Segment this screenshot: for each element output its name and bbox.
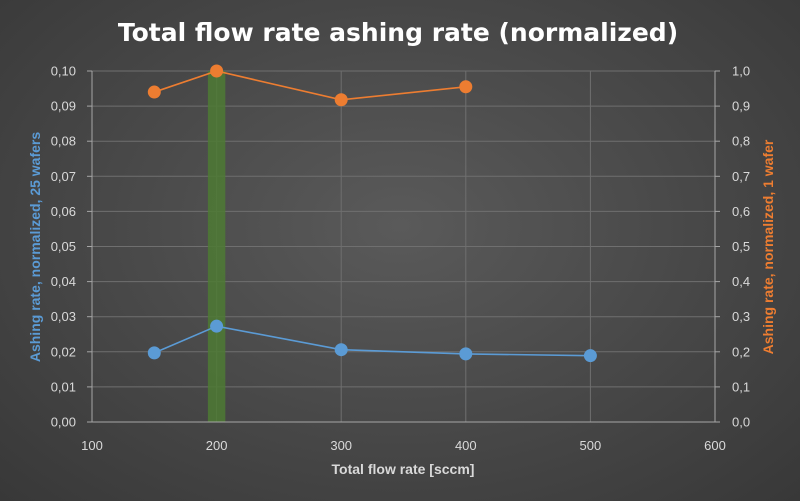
y-right-tick-label: 0,4: [732, 274, 750, 289]
y-left-tick-label: 0,06: [51, 204, 76, 219]
x-tick-label: 100: [81, 438, 103, 453]
y-right-tick-label: 0,0: [732, 415, 750, 430]
data-point-right: [210, 64, 224, 78]
x-tick-label: 200: [206, 438, 228, 453]
data-point-left: [210, 319, 224, 333]
y-right-tick-label: 0,7: [732, 169, 750, 184]
series-layer: [147, 64, 597, 363]
y-axis-left-label: Ashing rate, normalized, 25 wafers: [27, 132, 43, 363]
y-right-tick-label: 0,8: [732, 134, 750, 149]
y-left-tick-label: 0,10: [51, 64, 76, 79]
data-point-right: [147, 85, 161, 99]
y-left-tick-label: 0,04: [51, 274, 76, 289]
data-point-left: [459, 347, 473, 361]
y-right-tick-label: 0,2: [732, 344, 750, 359]
data-point-right: [459, 80, 473, 94]
y-right-tick-label: 0,5: [732, 239, 750, 254]
x-axis-label: Total flow rate [sccm]: [332, 461, 475, 477]
y-left-tick-label: 0,01: [51, 379, 76, 394]
y-right-tick-label: 0,6: [732, 204, 750, 219]
y-left-tick-label: 0,00: [51, 415, 76, 430]
highlight-band: [207, 71, 226, 422]
y-right-tick-label: 0,9: [732, 99, 750, 114]
y-left-tick-label: 0,02: [51, 344, 76, 359]
grid: [92, 70, 716, 422]
chart-title: Total flow rate ashing rate (normalized): [118, 18, 678, 47]
x-tick-label: 500: [580, 438, 602, 453]
y-left-tick-label: 0,05: [51, 239, 76, 254]
data-point-left: [583, 349, 597, 363]
y-left-tick-label: 0,03: [51, 309, 76, 324]
tick-labels: 0,00 0,0 0,01 0,1 0,02 0,2 0,03 0,3 0,04 0,4 0,05 0…: [51, 64, 750, 454]
y-left-tick-label: 0,09: [51, 99, 76, 114]
y-right-tick-label: 0,1: [732, 379, 750, 394]
y-axis-right-label: Ashing rate, normalized, 1 wafer: [760, 139, 776, 354]
x-tick-label: 300: [330, 438, 352, 453]
data-point-right: [334, 93, 348, 107]
series-line-right: [154, 70, 466, 101]
data-point-left: [334, 343, 348, 357]
highlight-band-layer: [207, 71, 226, 422]
data-point-left: [147, 346, 161, 360]
y-left-tick-label: 0,07: [51, 169, 76, 184]
y-left-tick-label: 0,08: [51, 134, 76, 149]
y-right-tick-label: 1,0: [732, 64, 750, 79]
x-tick-label: 400: [455, 438, 477, 453]
x-tick-label: 600: [704, 438, 726, 453]
axes: [87, 70, 720, 423]
y-right-tick-label: 0,3: [732, 309, 750, 324]
